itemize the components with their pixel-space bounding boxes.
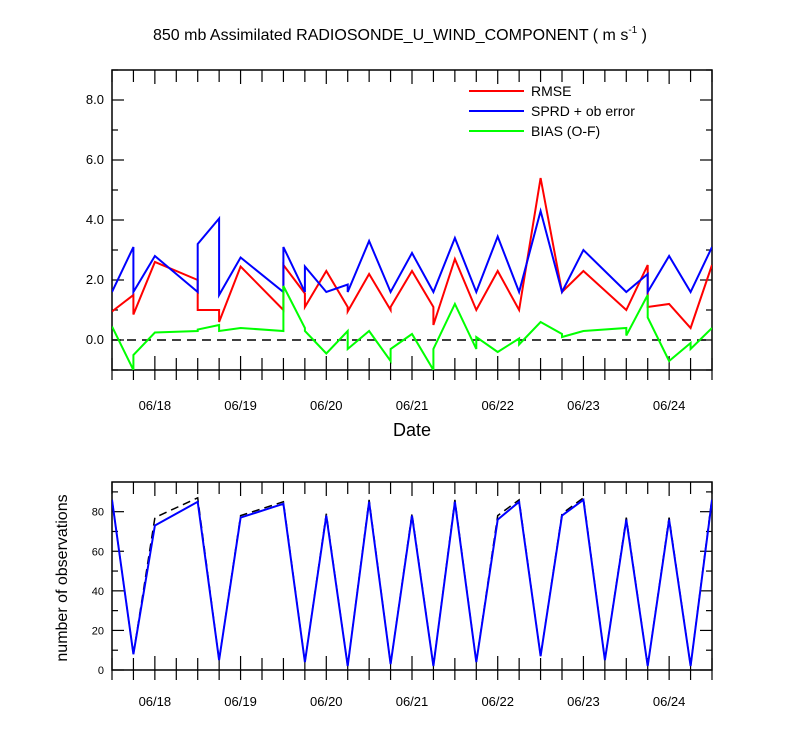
x-tick-label: 06/23	[567, 398, 600, 413]
series-line-bias-o-f	[112, 285, 712, 370]
legend-label: SPRD + ob error	[531, 103, 635, 119]
y-tick-label: 8.0	[86, 92, 104, 107]
x-tick-label: 06/19	[224, 398, 257, 413]
x-axis-label: Date	[393, 420, 431, 440]
top-chart: 850 mb Assimilated RADIOSONDE_U_WIND_COM…	[86, 25, 713, 440]
y-tick-label: 40	[92, 586, 104, 598]
x-tick-label: 06/18	[139, 398, 172, 413]
series-line-assimilated	[112, 497, 712, 667]
legend-label: BIAS (O-F)	[531, 123, 600, 139]
y-tick-label: 80	[92, 507, 104, 519]
x-tick-label: 06/23	[567, 694, 600, 709]
x-tick-label: 06/22	[481, 398, 514, 413]
y-axis-label: number of observations	[54, 494, 71, 661]
x-tick-label: 06/20	[310, 694, 343, 709]
x-tick-label: 06/21	[396, 398, 429, 413]
top-plot-area: 0.0 2.0 4.0 6.0 8.0 06/18 06/19 06/20 06/21 06/22…	[86, 69, 713, 413]
x-tick-label: 06/24	[653, 398, 686, 413]
bottom-chart: 0 20 40 60 80 06/18 06/19 06/20 06/21 06/22 06/23 0…	[54, 481, 713, 709]
legend-label: RMSE	[531, 83, 571, 99]
y-tick-label: 60	[92, 546, 104, 558]
x-tick-label: 06/21	[396, 694, 429, 709]
bottom-plot-area: 0 20 40 60 80 06/18 06/19 06/20 06/21 06/22 06/23 0…	[92, 481, 713, 709]
y-tick-label: 20	[92, 625, 104, 637]
x-tick-label: 06/18	[139, 694, 172, 709]
y-tick-label: 0	[98, 665, 104, 677]
x-tick-label: 06/20	[310, 398, 343, 413]
series-line-sprd-ob-error	[112, 207, 712, 299]
title-superscript: -1	[628, 25, 637, 36]
x-tick-label: 06/19	[224, 694, 257, 709]
y-tick-label: 2.0	[86, 272, 104, 287]
x-tick-label: 06/24	[653, 694, 686, 709]
series-line-rmse	[112, 177, 712, 330]
y-tick-label: 0.0	[86, 332, 104, 347]
chart-title: 850 mb Assimilated RADIOSONDE_U_WIND_COM…	[153, 25, 647, 44]
y-tick-label: 6.0	[86, 152, 104, 167]
y-tick-label: 4.0	[86, 212, 104, 227]
series-line-possible	[112, 496, 712, 667]
legend: RMSE SPRD + ob error BIAS (O-F)	[469, 83, 635, 139]
plot-frame	[111, 481, 713, 671]
x-tick-label: 06/22	[481, 694, 514, 709]
